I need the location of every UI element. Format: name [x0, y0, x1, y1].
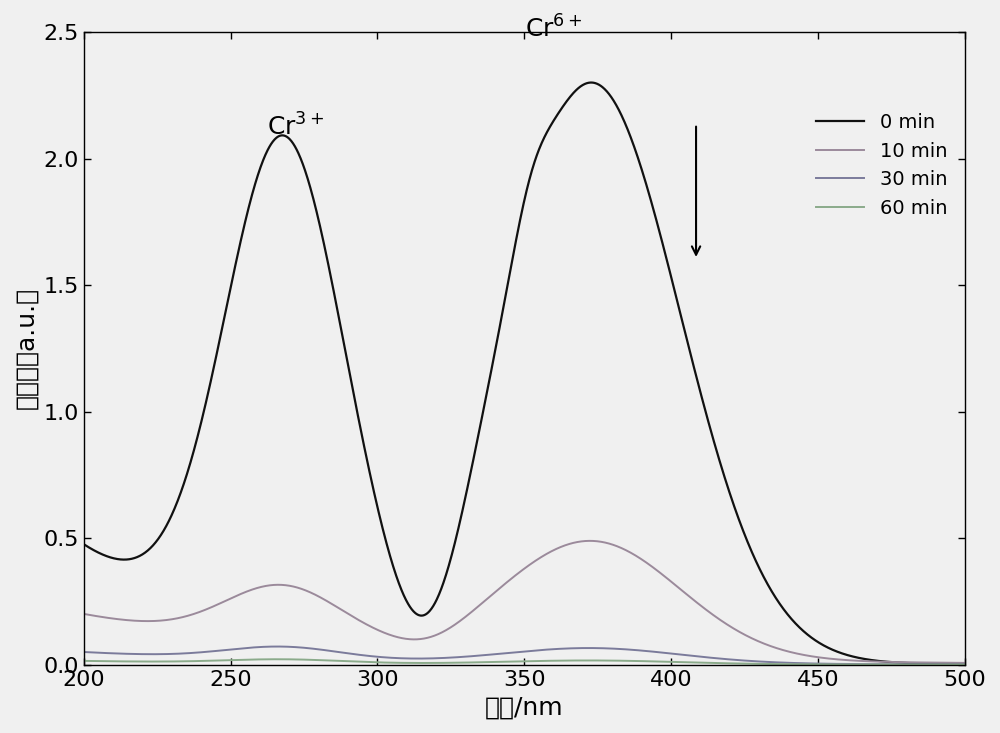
10 min	[483, 593, 495, 602]
Legend: 0 min, 10 min, 30 min, 60 min: 0 min, 10 min, 30 min, 60 min	[808, 105, 955, 226]
10 min	[506, 574, 518, 583]
Line: 60 min: 60 min	[84, 659, 965, 665]
60 min	[959, 660, 971, 669]
60 min	[772, 660, 784, 668]
30 min	[959, 660, 971, 668]
0 min	[772, 597, 784, 605]
10 min	[584, 537, 596, 545]
60 min	[271, 655, 283, 663]
Line: 0 min: 0 min	[84, 83, 965, 664]
X-axis label: 波长/nm: 波长/nm	[485, 695, 564, 719]
0 min	[933, 660, 945, 668]
0 min	[483, 379, 495, 388]
60 min	[934, 660, 946, 669]
30 min	[271, 642, 283, 651]
30 min	[507, 648, 519, 657]
0 min	[123, 555, 135, 564]
Line: 10 min: 10 min	[84, 541, 965, 663]
0 min	[78, 539, 90, 548]
Y-axis label: 吸光度（a.u.）: 吸光度（a.u.）	[14, 287, 38, 410]
10 min	[934, 658, 946, 667]
10 min	[959, 658, 971, 667]
10 min	[772, 644, 784, 653]
30 min	[78, 647, 90, 656]
0 min	[506, 257, 518, 265]
30 min	[772, 658, 784, 667]
60 min	[78, 657, 90, 666]
60 min	[933, 660, 945, 669]
Text: $\mathrm{Cr^{3+}}$: $\mathrm{Cr^{3+}}$	[267, 114, 324, 141]
30 min	[933, 660, 945, 668]
0 min	[934, 660, 946, 668]
10 min	[933, 658, 945, 667]
Text: $\mathrm{Cr^{6+}}$: $\mathrm{Cr^{6+}}$	[525, 15, 582, 43]
Line: 30 min: 30 min	[84, 647, 965, 664]
60 min	[483, 658, 495, 666]
0 min	[959, 660, 971, 668]
60 min	[507, 658, 519, 666]
10 min	[78, 610, 90, 619]
10 min	[123, 616, 135, 625]
0 min	[585, 78, 597, 87]
30 min	[483, 650, 495, 659]
30 min	[934, 660, 946, 668]
60 min	[123, 657, 135, 666]
30 min	[123, 649, 135, 658]
